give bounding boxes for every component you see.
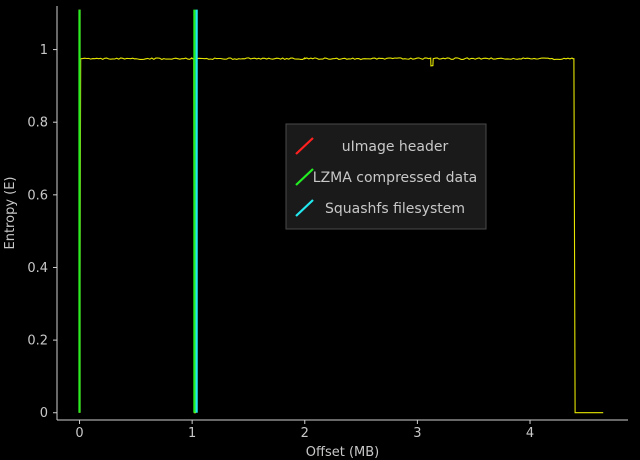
x-tick-label: 3	[413, 426, 421, 441]
legend-label: LZMA compressed data	[313, 170, 477, 186]
x-tick-label: 1	[188, 426, 196, 441]
y-tick-label: 0.2	[27, 334, 48, 349]
y-tick-label: 1	[40, 43, 48, 58]
legend-swatch	[295, 168, 314, 186]
x-tick-label: 4	[526, 426, 534, 441]
chart-legend: uImage header LZMA compressed data Squashf…	[285, 123, 487, 230]
legend-label: uImage header	[342, 139, 449, 155]
entropy-series-line	[78, 57, 604, 414]
y-tick-label: 0	[40, 406, 48, 421]
y-tick-label: 0.6	[27, 188, 48, 203]
legend-box	[285, 123, 487, 230]
y-axis-label: Entropy (E)	[3, 177, 18, 250]
legend-swatch	[295, 199, 314, 217]
y-tick-label: 0.8	[27, 116, 48, 131]
x-tick-label: 0	[75, 426, 83, 441]
x-tick-label: 2	[301, 426, 309, 441]
chart-marks	[78, 9, 604, 414]
legend-label: Squashfs filesystem	[325, 201, 465, 217]
y-tick-label: 0.4	[27, 261, 48, 276]
legend-swatch	[295, 137, 314, 155]
chart-axes: 0 1 2 3 4 0 0.2 0.4 0.6 0.8 1 Offset (MB) Entropy (E…	[3, 6, 628, 460]
x-axis-label: Offset (MB)	[306, 445, 379, 460]
